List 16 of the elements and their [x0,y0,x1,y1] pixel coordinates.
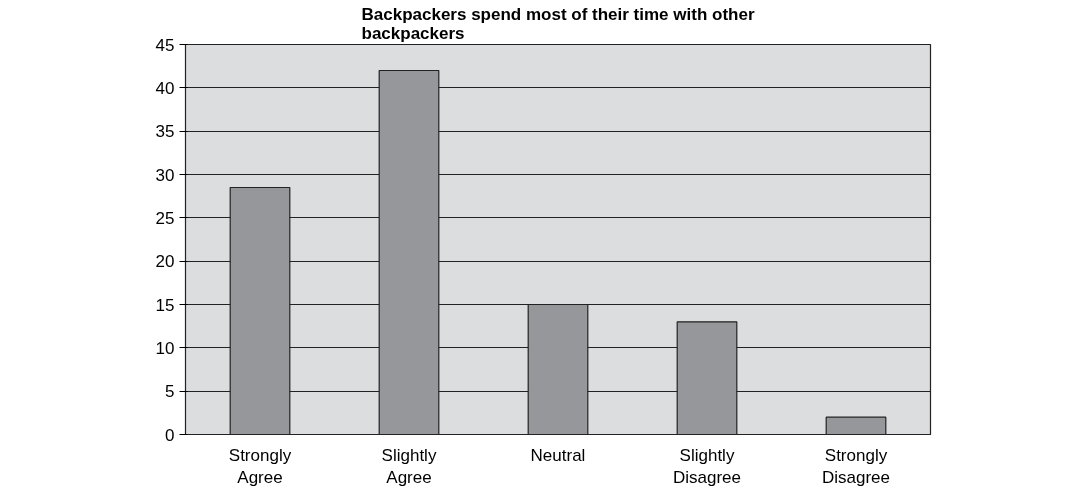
x-tick-label: Strongly Agree [228,445,292,488]
x-tick-label: Slightly Agree [381,445,437,488]
y-tick-label: 40 [155,78,175,98]
y-tick-label: 45 [155,35,175,55]
x-tick-label: Strongly Disagree [821,445,891,488]
y-tick-label: 25 [155,208,175,228]
y-tick-label: 35 [155,122,175,142]
y-tick-label: 15 [155,295,175,315]
y-tick-label: 30 [155,165,175,185]
y-tick-label: 5 [165,382,175,402]
y-tick-label: 10 [155,338,175,358]
chart-title: Backpackers spend most of their time with other backpackers [361,4,755,43]
x-tick-label: Neutral [530,445,586,465]
y-tick-label: 0 [165,425,175,445]
y-tick-label: 20 [155,252,175,272]
x-tick-label: Slightly Disagree [672,445,742,488]
